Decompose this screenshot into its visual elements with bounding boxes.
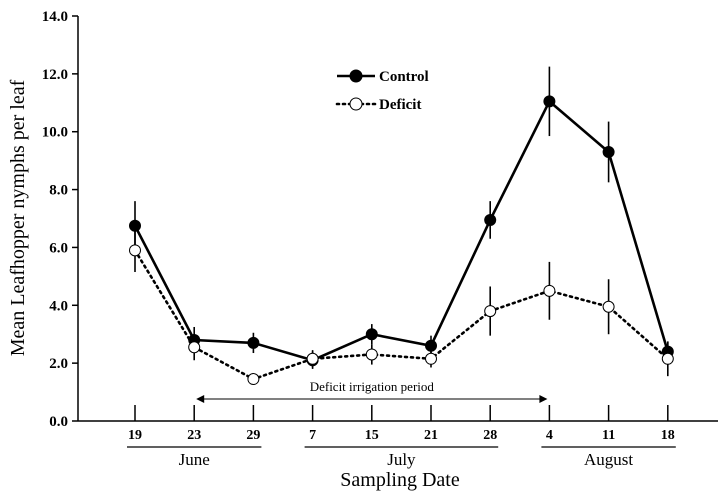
data-series bbox=[129, 66, 674, 386]
control-point bbox=[543, 95, 556, 108]
deficit-point bbox=[365, 348, 378, 361]
deficit-legend-label: Deficit bbox=[379, 97, 421, 113]
x-tick-label: 29 bbox=[246, 428, 260, 443]
x-ticks: 19 23 29 7 15 21 28 4 11 18 bbox=[128, 405, 675, 443]
deficit-point bbox=[247, 373, 260, 386]
control-point bbox=[247, 336, 260, 349]
y-tick-label: 8.0 bbox=[49, 183, 68, 199]
y-tick-label: 12.0 bbox=[42, 67, 68, 83]
x-tick-label: 4 bbox=[546, 428, 553, 443]
y-tick-label: 10.0 bbox=[42, 125, 68, 141]
y-tick-label: 0.0 bbox=[49, 414, 68, 430]
x-tick-label: 7 bbox=[309, 428, 316, 443]
x-tick-label: 21 bbox=[424, 428, 438, 443]
y-tick-label: 2.0 bbox=[49, 356, 68, 372]
deficit-point bbox=[129, 244, 141, 257]
deficit-point bbox=[306, 352, 319, 365]
annotation-label: Deficit irrigation period bbox=[310, 379, 435, 394]
control-point bbox=[602, 145, 615, 158]
control-legend-marker bbox=[349, 69, 363, 83]
deficit-line bbox=[133, 249, 670, 381]
legend: Control Deficit bbox=[335, 69, 429, 113]
month-label: August bbox=[584, 450, 633, 469]
x-tick-label: 19 bbox=[128, 428, 142, 443]
control-series bbox=[129, 66, 674, 369]
control-legend-label: Control bbox=[379, 69, 429, 85]
control-point bbox=[484, 213, 497, 226]
y-axis-title: Mean Leafhopper nymphs per leaf bbox=[7, 79, 29, 356]
y-tick-label: 6.0 bbox=[49, 240, 68, 256]
deficit-point bbox=[425, 352, 437, 365]
x-tick-label: 18 bbox=[661, 428, 675, 443]
month-label: July bbox=[387, 450, 416, 469]
deficit-point bbox=[602, 300, 615, 313]
month-label: June bbox=[179, 450, 210, 469]
x-tick-label: 11 bbox=[602, 428, 615, 443]
irrigation-annotation: Deficit irrigation period bbox=[196, 379, 548, 403]
deficit-point bbox=[661, 352, 674, 365]
deficit-legend-marker bbox=[349, 97, 363, 111]
arrow-right-head bbox=[539, 395, 548, 403]
x-axis-title: Sampling Date bbox=[340, 469, 460, 491]
control-line bbox=[133, 99, 670, 362]
axes bbox=[77, 16, 718, 422]
deficit-point bbox=[543, 284, 556, 297]
y-ticks: 0.0 2.0 4.0 6.0 8.0 10.0 12.0 14.0 bbox=[42, 9, 78, 430]
deficit-point bbox=[484, 305, 497, 318]
deficit-series bbox=[129, 228, 674, 386]
deficit-point bbox=[188, 341, 201, 354]
month-labels: June July August bbox=[127, 446, 676, 469]
control-point bbox=[425, 339, 437, 352]
y-tick-label: 14.0 bbox=[42, 9, 68, 25]
x-tick-label: 23 bbox=[187, 428, 201, 443]
arrow-left-head bbox=[196, 395, 205, 403]
x-tick-label: 28 bbox=[483, 428, 497, 443]
control-point bbox=[365, 328, 378, 341]
y-tick-label: 4.0 bbox=[49, 298, 68, 314]
x-tick-label: 15 bbox=[365, 428, 379, 443]
